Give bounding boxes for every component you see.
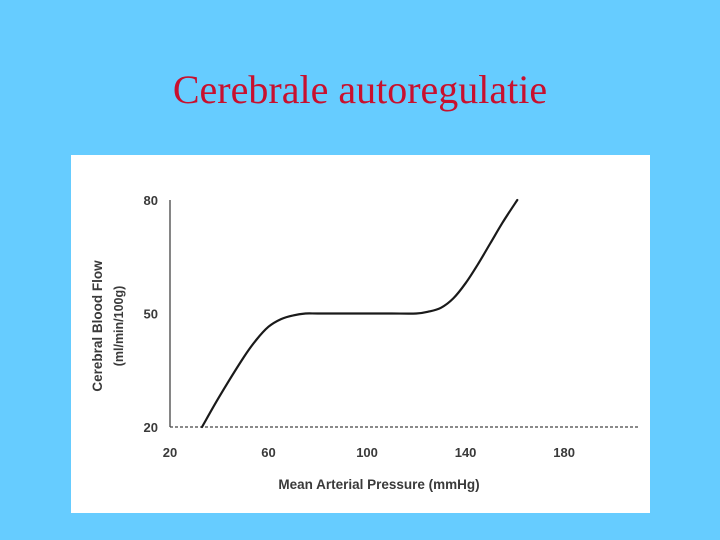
y-tick-label: 20 (144, 420, 158, 435)
y-axis-unit: (ml/min/100g) (112, 286, 126, 367)
y-tick-labels: 20 50 80 (144, 193, 158, 435)
y-tick-label: 80 (144, 193, 158, 208)
x-tick-label: 100 (356, 445, 378, 460)
y-tick-label: 50 (144, 307, 158, 322)
x-tick-label: 60 (261, 445, 275, 460)
y-axis-title: Cerebral Blood Flow (90, 260, 105, 392)
x-tick-label: 140 (455, 445, 477, 460)
slide-title: Cerebrale autoregulatie (172, 67, 548, 112)
cerebral-autoregulation-chart: 20 50 80 20 60 100 140 180 Mean Arterial Press… (90, 193, 638, 492)
x-axis-title: Mean Arterial Pressure (mmHg) (278, 477, 479, 492)
x-tick-labels: 20 60 100 140 180 (163, 445, 575, 460)
chart-panel: 20 50 80 20 60 100 140 180 Mean Arterial Press… (71, 155, 650, 513)
series-line-cerebral-blood-flow (200, 198, 519, 429)
x-tick-label: 180 (553, 445, 575, 460)
x-tick-label: 20 (163, 445, 177, 460)
